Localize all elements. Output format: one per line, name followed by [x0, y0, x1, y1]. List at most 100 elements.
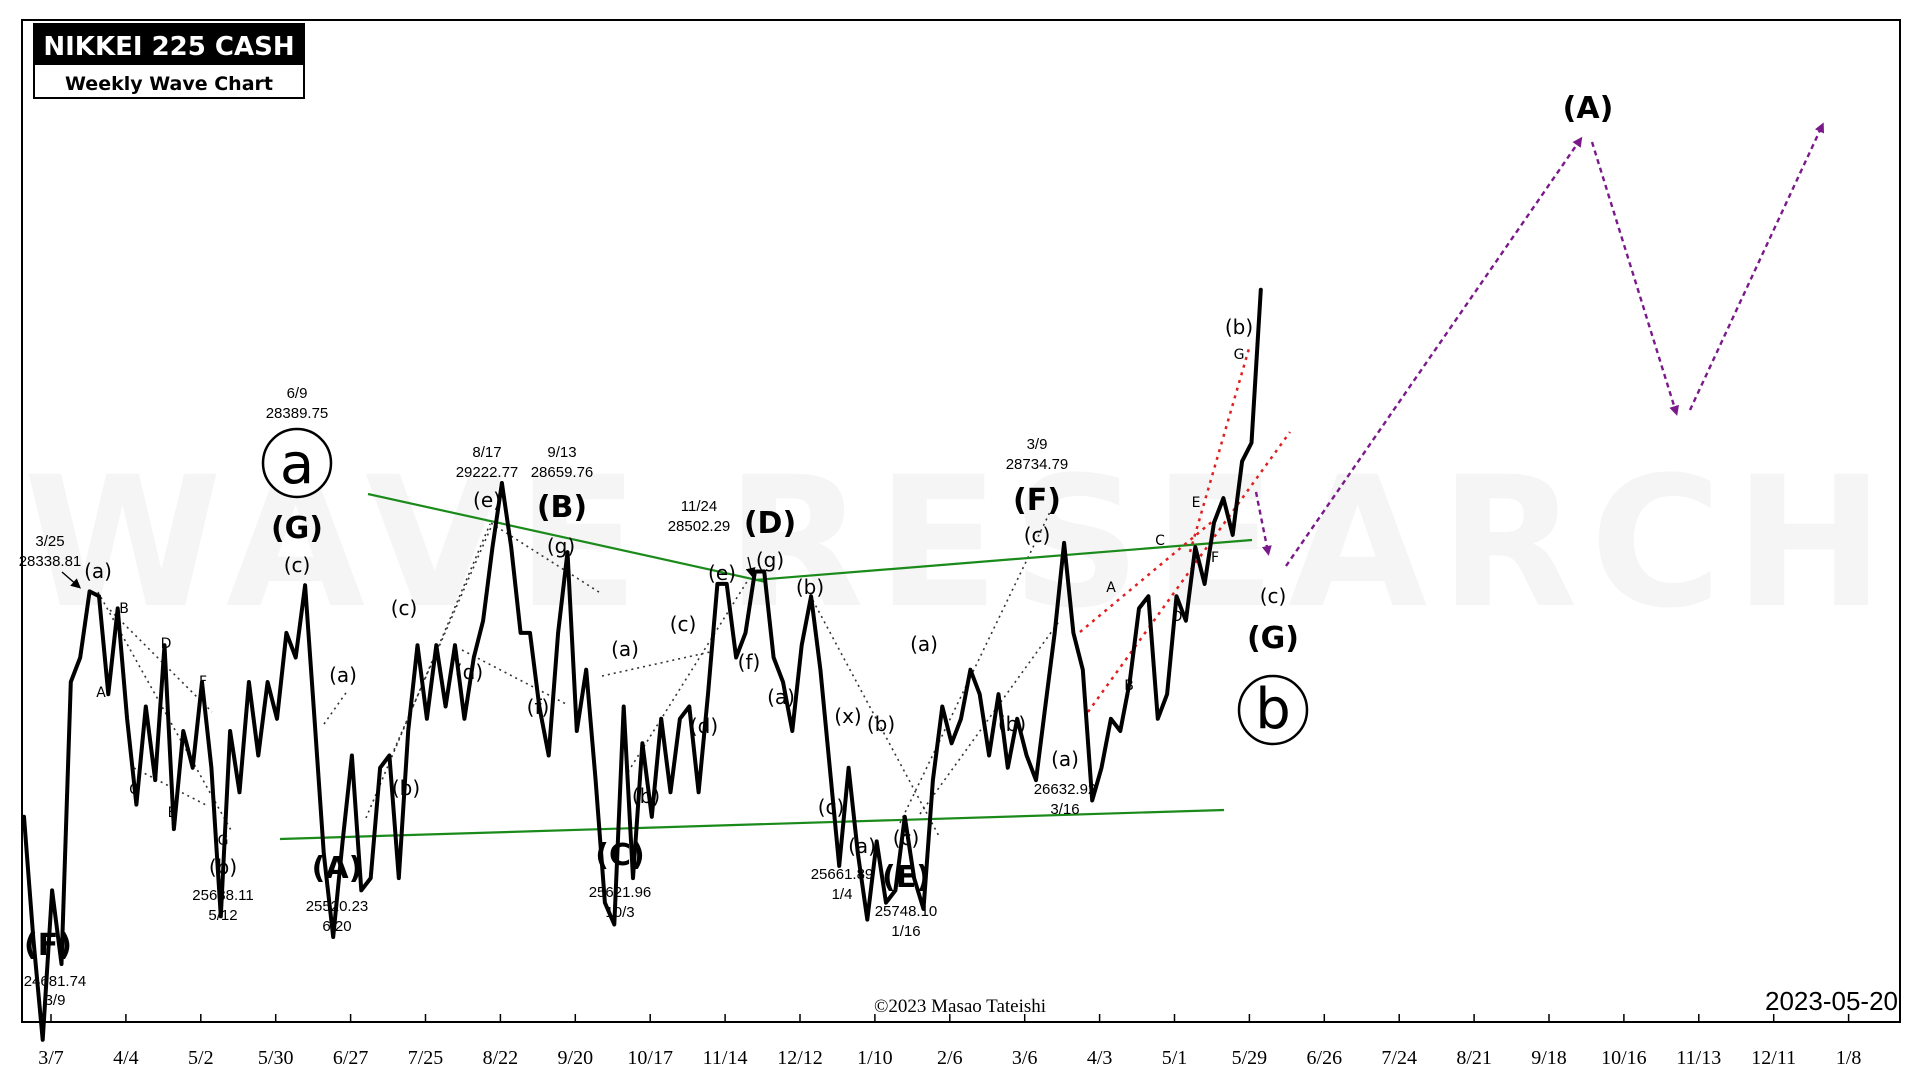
projection-path: [1254, 122, 1825, 567]
anno-date-F: 3/9: [45, 992, 66, 1009]
wave-label-e2: (e): [473, 488, 501, 512]
wave-label-a7: (a): [1051, 747, 1079, 771]
x-tick-label: 9/18: [1531, 1047, 1567, 1069]
wave-label-x4: (x): [834, 704, 861, 728]
anno-date-G: 6/9: [287, 385, 308, 402]
watermark: WAVE RESEARCH: [23, 439, 1896, 648]
wave-label-a6: (a): [910, 632, 938, 656]
anno-date-B: 9/13: [547, 444, 576, 461]
wave-label-g3: (g): [756, 548, 784, 572]
anno-value-a5: 25661.89: [811, 866, 874, 883]
anno-value-a1: 28338.81: [19, 553, 82, 570]
x-tick-label: 3/7: [38, 1047, 64, 1069]
x-tick-label: 12/12: [777, 1047, 823, 1069]
wave-label-c2: (c): [391, 596, 418, 620]
pointer-arrows: [61, 556, 756, 589]
wave-label-B: (B): [537, 490, 587, 525]
circled-label-a: a: [280, 432, 314, 497]
primary-wave-labels: (F) (G) (A) (B) (C) (D) (E) (F) (G) (A): [24, 91, 1613, 963]
anno-value-B: 28659.76: [531, 464, 594, 481]
circled-label-b: b: [1255, 677, 1291, 742]
x-tick-label: 4/3: [1087, 1047, 1113, 1069]
anno-date-E: 1/16: [891, 923, 920, 940]
wave-label-b3: (b): [632, 784, 660, 808]
wave-label-g2: (g): [547, 534, 575, 558]
price-annotations: 24681.74 3/9 3/25 28338.81 25688.11 5/12…: [19, 385, 1097, 1009]
x-tick-label: 12/11: [1751, 1047, 1796, 1069]
sub-D-2: D: [1172, 609, 1183, 625]
x-tick-label: 8/21: [1456, 1047, 1492, 1069]
sub-B-2: B: [1124, 678, 1134, 694]
x-tick-label: 1/8: [1836, 1047, 1862, 1069]
anno-date-C: 10/3: [605, 904, 634, 921]
wave-label-c1: (c): [284, 553, 311, 577]
wave-label-c3: (c): [670, 612, 697, 636]
sub-A-2: A: [1106, 580, 1116, 596]
sub-D-1: D: [161, 636, 172, 652]
wave-label-F-left: (F): [24, 928, 72, 963]
wave-label-b4: (b): [796, 575, 824, 599]
wave-label-b2: (b): [392, 776, 420, 800]
x-tick-label: 5/29: [1232, 1047, 1268, 1069]
title-box: NIKKEI 225 CASH Weekly Wave Chart: [33, 23, 305, 99]
anno-date-b1: 5/12: [208, 907, 237, 924]
sub-A-1: A: [96, 685, 106, 701]
sub-F-1: F: [199, 674, 207, 690]
x-tick-label: 11/13: [1676, 1047, 1721, 1069]
sub-B-1: B: [119, 601, 129, 617]
wave-label-A-projected: (A): [1563, 91, 1614, 126]
wave-label-G-right: (G): [1247, 621, 1299, 656]
anno-value-E: 25748.10: [875, 903, 938, 920]
x-tick-label: 6/27: [333, 1047, 369, 1069]
x-tick-label: 1/10: [857, 1047, 893, 1069]
wave-label-a4: (a): [767, 685, 795, 709]
chart-frame: [21, 19, 1901, 1023]
upper-trend-line: [367, 492, 767, 584]
x-axis: 3/7 4/4 5/2 5/30 6/27 7/25 8/22 9/20 10/17 11/14 1…: [38, 1014, 1861, 1069]
sub-F-2: F: [1211, 550, 1219, 566]
wave-label-E: (E): [882, 860, 930, 895]
wave-label-d3: (d): [690, 714, 718, 738]
anno-date-A: 6/20: [322, 918, 351, 935]
x-tick-label: 3/6: [1012, 1047, 1038, 1069]
wave-label-D: (D): [744, 506, 796, 541]
anno-date-a1: 3/25: [35, 533, 64, 550]
x-tick-label: 2/6: [937, 1047, 963, 1069]
x-tick-label: 7/24: [1381, 1047, 1417, 1069]
price-series-line: [22, 287, 1263, 1042]
anno-value-b1: 25688.11: [192, 887, 253, 904]
wave-label-a5: (a): [848, 834, 876, 858]
trend-lines: [279, 492, 1253, 841]
wave-label-C: (C): [595, 838, 644, 873]
x-tick-label: 7/25: [408, 1047, 444, 1069]
wave-label-a2: (a): [329, 663, 357, 687]
wave-guides: [97, 511, 1061, 839]
x-tick-label: 9/20: [558, 1047, 594, 1069]
chart-subtitle: Weekly Wave Chart: [65, 73, 273, 95]
wave-label-b6: (b): [998, 712, 1026, 736]
chart-title: NIKKEI 225 CASH: [43, 32, 294, 62]
sub-G-1: G: [218, 833, 229, 849]
anno-value-a7: 26632.92: [1034, 781, 1097, 798]
wave-label-c7: (c): [1260, 584, 1287, 608]
anno-value-A: 25520.23: [306, 898, 369, 915]
wave-label-A: (A): [312, 851, 363, 886]
x-tick-label: 11/14: [703, 1047, 748, 1069]
x-tick-label: 6/26: [1307, 1047, 1343, 1069]
subwave-letters: B D F A C E G A B C D E F G: [96, 347, 1244, 849]
wave-label-d2: (d): [455, 660, 483, 684]
sub-C-2: C: [1155, 533, 1165, 549]
upper-trend-line-2: [754, 538, 1253, 582]
wave-label-G-top: (G): [271, 511, 323, 546]
wave-label-F: (F): [1013, 483, 1061, 518]
anno-date-e2: 8/17: [472, 444, 501, 461]
x-tick-label: 10/16: [1601, 1047, 1647, 1069]
anno-value-D: 28502.29: [668, 518, 731, 535]
wave-label-c6: (c): [1024, 523, 1051, 547]
anno-value-F2: 28734.79: [1006, 456, 1069, 473]
anno-date-D: 11/24: [681, 498, 717, 515]
wave-label-a1: (a): [84, 559, 112, 583]
lower-trend-line: [279, 808, 1225, 841]
wave-label-c4: (c): [818, 795, 845, 819]
